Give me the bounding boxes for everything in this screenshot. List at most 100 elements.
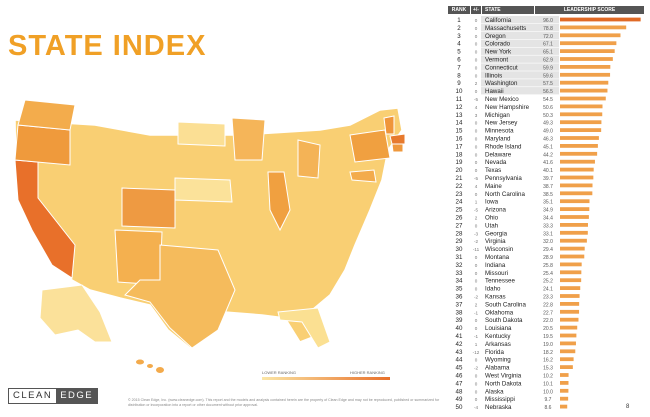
- legend-high-label: HIGHER RANKING: [350, 370, 385, 375]
- state-new-york: [349, 129, 391, 163]
- rank-label: 4: [457, 41, 461, 48]
- change-label: -5: [474, 208, 479, 213]
- state-label: California: [485, 17, 512, 24]
- rank-label: 28: [456, 230, 463, 237]
- state-label: Kansas: [485, 294, 506, 301]
- score-label: 19.5: [543, 334, 553, 340]
- score-bar: [560, 238, 587, 243]
- score-bar: [560, 278, 582, 283]
- rank-label: 13: [456, 112, 463, 119]
- score-label: 22.0: [543, 318, 553, 324]
- score-bar: [560, 49, 615, 53]
- change-label: 0: [475, 271, 478, 276]
- change-label: 0: [475, 358, 478, 363]
- score-label: 50.3: [543, 113, 553, 119]
- score-bar: [560, 25, 627, 30]
- rank-label: 9: [457, 80, 461, 87]
- score-label: 50.6: [543, 105, 553, 111]
- score-label: 34.9: [543, 208, 553, 214]
- score-bar: [560, 151, 598, 156]
- rank-label: 44: [456, 357, 463, 364]
- score-bar: [560, 120, 602, 125]
- score-bar: [560, 104, 603, 109]
- score-bar: [560, 96, 606, 101]
- rank-label: 21: [456, 175, 463, 182]
- score-label: 96.0: [543, 18, 553, 24]
- score-label: 10.0: [543, 389, 553, 395]
- rank-label: 3: [457, 33, 461, 40]
- state-label: New Mexico: [485, 96, 519, 103]
- rank-label: 5: [457, 49, 461, 56]
- rank-label: 41: [456, 333, 463, 340]
- highlight-row: [481, 55, 559, 63]
- score-bar: [560, 381, 569, 385]
- score-bar: [560, 199, 590, 204]
- state-label: Virginia: [485, 238, 506, 245]
- state-label: South Carolina: [485, 301, 526, 308]
- state-label: Pennsylvania: [485, 175, 522, 182]
- state-label: Maryland: [485, 136, 511, 143]
- header-leadership-score: LEADERSHIP SCORE: [535, 6, 644, 14]
- logo-edge-text: EDGE: [56, 389, 98, 403]
- change-label: 4: [475, 184, 478, 189]
- state-illinois: [267, 171, 291, 232]
- state-new-mexico: [114, 229, 163, 286]
- rank-label: 16: [456, 136, 463, 143]
- state-label: Oregon: [485, 33, 506, 40]
- score-label: 19.0: [543, 342, 553, 348]
- change-label: 2: [475, 81, 478, 86]
- header-change: +/-: [471, 6, 481, 14]
- state-label: New Hampshire: [485, 104, 530, 111]
- legend-low-label: LOWER RANKING: [262, 370, 297, 375]
- score-bar: [560, 175, 594, 180]
- state-label: Connecticut: [485, 64, 518, 71]
- score-label: 33.3: [543, 223, 553, 229]
- state-label: Hawaii: [485, 88, 504, 95]
- rank-label: 30: [456, 246, 463, 253]
- score-bar: [560, 17, 641, 22]
- change-label: 0: [475, 26, 478, 31]
- score-bar: [560, 349, 576, 354]
- change-label: 0: [475, 152, 478, 157]
- page-title: STATE INDEX: [8, 30, 207, 62]
- score-label: 32.0: [543, 239, 553, 245]
- change-label: -4: [474, 405, 479, 410]
- rank-label: 26: [456, 215, 463, 222]
- highlight-row: [481, 71, 559, 79]
- score-bar: [560, 341, 576, 346]
- score-label: 78.8: [543, 26, 553, 32]
- score-label: 46.3: [543, 137, 553, 143]
- state-florida: [277, 307, 331, 349]
- score-label: 33.1: [543, 231, 553, 237]
- rank-label: 1: [457, 17, 461, 24]
- score-label: 49.0: [543, 129, 553, 135]
- change-label: 0: [475, 326, 478, 331]
- state-label: Kentucky: [485, 333, 511, 340]
- rank-label: 32: [456, 262, 463, 269]
- rank-label: 36: [456, 294, 463, 301]
- state-label: North Carolina: [485, 191, 525, 198]
- rank-label: 15: [456, 128, 463, 135]
- rank-label: 27: [456, 222, 463, 229]
- change-label: -5: [474, 176, 479, 181]
- rank-label: 43: [456, 349, 463, 356]
- score-label: 23.3: [543, 295, 553, 301]
- state-vermont: [383, 115, 395, 135]
- score-label: 56.5: [543, 89, 553, 95]
- logo-clean-text: CLEAN: [9, 389, 57, 403]
- rank-label: 39: [456, 317, 463, 324]
- state-label: Wisconsin: [485, 246, 514, 253]
- state-label: Maine: [485, 183, 502, 190]
- state-label: Nebraska: [485, 404, 512, 411]
- rank-label: 29: [456, 238, 463, 245]
- rank-label: 8: [457, 72, 461, 79]
- score-bar: [560, 388, 569, 393]
- change-label: 0: [475, 58, 478, 63]
- clean-edge-logo: CLEAN EDGE: [8, 388, 99, 404]
- state-label: Arkansas: [485, 341, 511, 348]
- score-bar: [560, 262, 582, 267]
- change-label: 0: [475, 255, 478, 260]
- change-label: 0: [475, 374, 478, 379]
- rank-label: 45: [456, 365, 463, 372]
- rank-label: 34: [456, 278, 463, 285]
